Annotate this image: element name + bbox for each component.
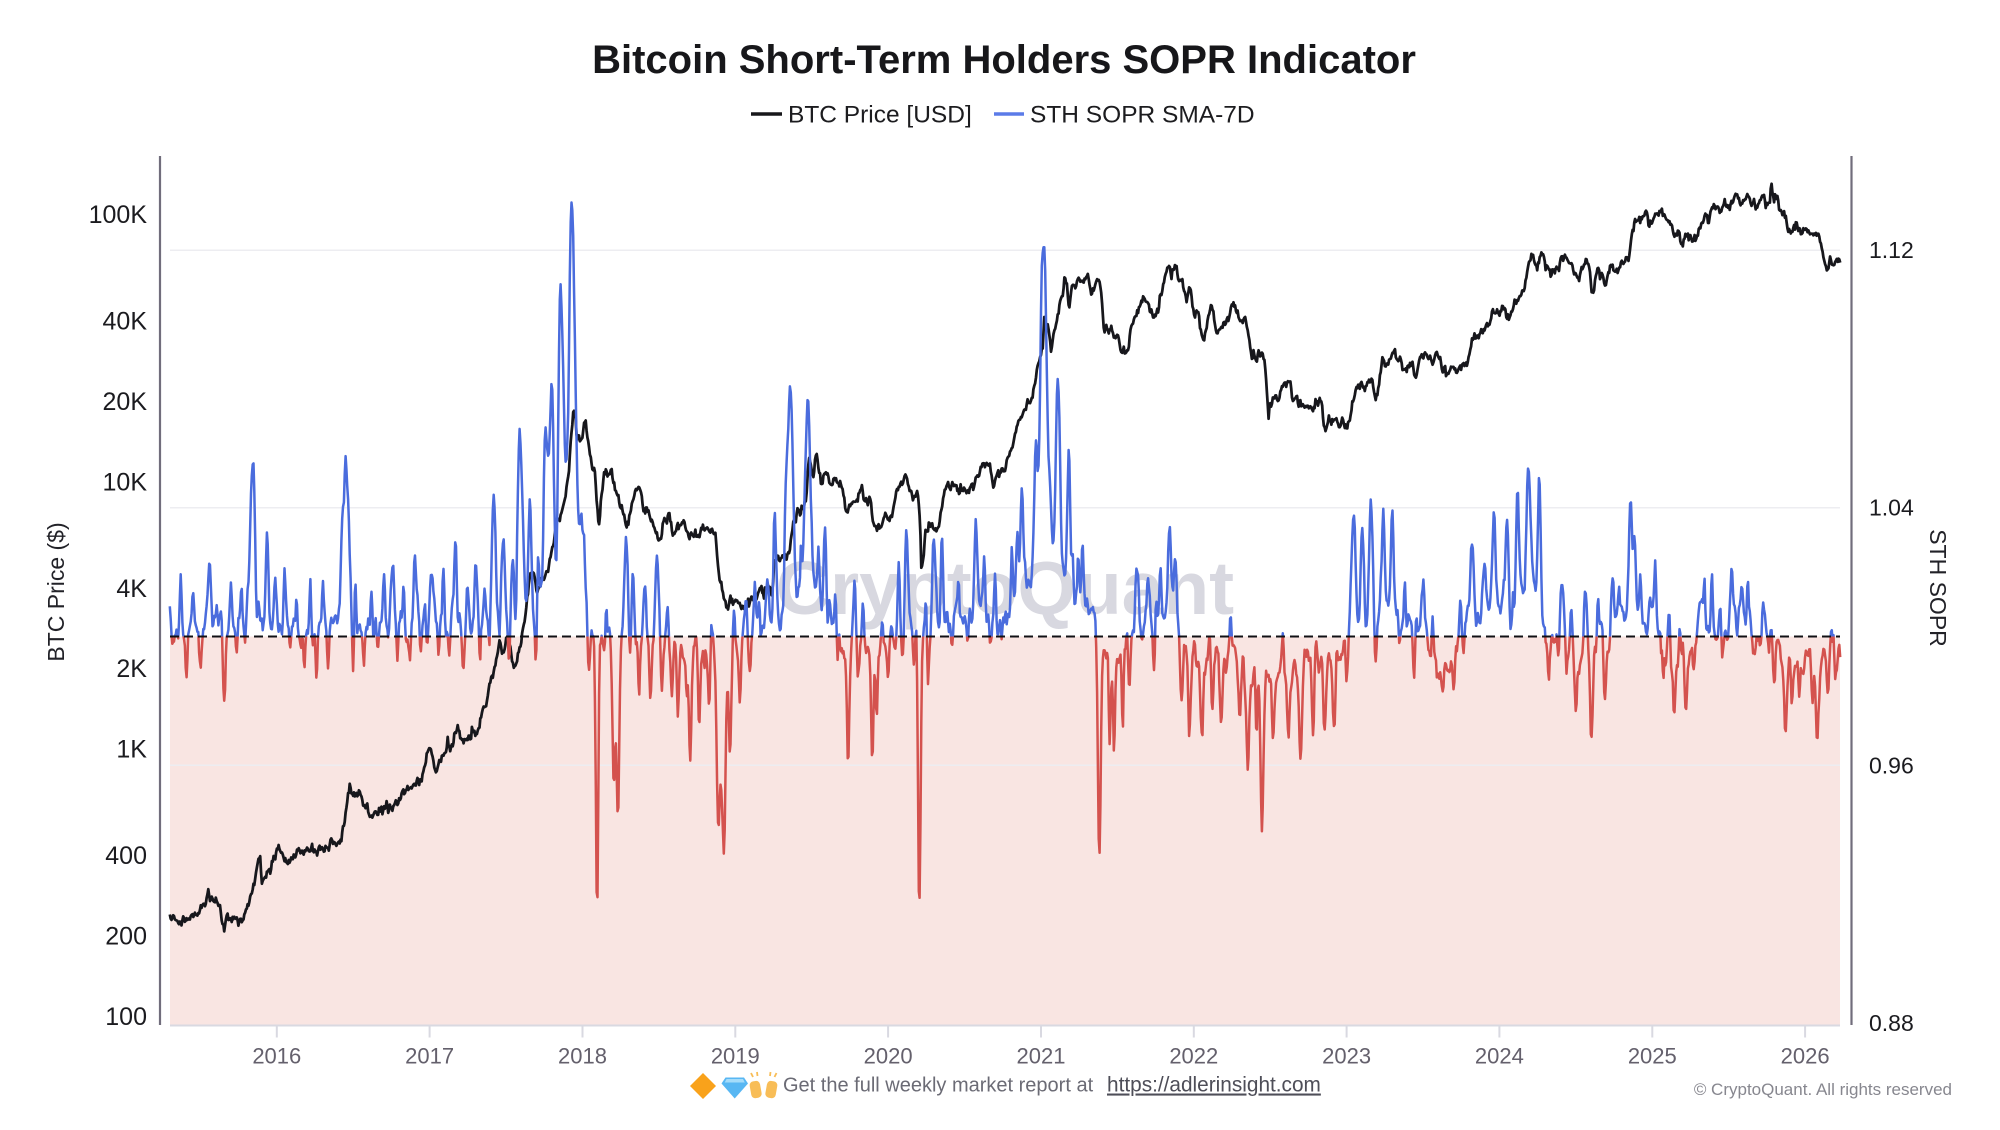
svg-text:100K: 100K [89, 201, 148, 229]
svg-text:© CryptoQuant. All rights rese: © CryptoQuant. All rights reserved [1694, 1080, 1952, 1099]
svg-text:Bitcoin Short-Term Holders SOP: Bitcoin Short-Term Holders SOPR Indicato… [592, 38, 1416, 82]
svg-text:40K: 40K [103, 308, 148, 336]
svg-text:2022: 2022 [1169, 1044, 1218, 1069]
svg-text:1K: 1K [116, 736, 147, 764]
svg-text:STH SOPR SMA-7D: STH SOPR SMA-7D [1030, 102, 1255, 129]
svg-text:1.12: 1.12 [1869, 237, 1914, 263]
svg-text:400: 400 [105, 842, 147, 870]
svg-text:BTC Price [USD]: BTC Price [USD] [788, 102, 972, 129]
svg-text:10K: 10K [103, 468, 148, 496]
svg-text:2K: 2K [116, 655, 147, 683]
svg-text:Get the full weekly market rep: Get the full weekly market report at [783, 1075, 1094, 1097]
svg-text:100: 100 [105, 1003, 147, 1031]
svg-text:0.96: 0.96 [1869, 752, 1914, 778]
svg-text:https://adlerinsight.com: https://adlerinsight.com [1107, 1074, 1321, 1097]
svg-text:2024: 2024 [1475, 1044, 1524, 1069]
svg-text:STH SOPR: STH SOPR [1925, 529, 1951, 647]
svg-text:20K: 20K [103, 388, 148, 416]
svg-text:2020: 2020 [864, 1044, 913, 1069]
svg-text:0.88: 0.88 [1869, 1010, 1914, 1036]
svg-text:2019: 2019 [711, 1044, 760, 1069]
svg-text:2025: 2025 [1628, 1044, 1677, 1069]
svg-text:2016: 2016 [252, 1044, 301, 1069]
svg-text:2021: 2021 [1017, 1044, 1066, 1069]
svg-text:2018: 2018 [558, 1044, 607, 1069]
svg-text:200: 200 [105, 923, 147, 951]
svg-text:BTC Price ($): BTC Price ($) [43, 522, 69, 661]
svg-text:4K: 4K [116, 575, 147, 603]
svg-text:2026: 2026 [1781, 1044, 1830, 1069]
svg-text:2017: 2017 [405, 1044, 454, 1069]
svg-text:1.04: 1.04 [1869, 495, 1914, 521]
svg-text:2023: 2023 [1322, 1044, 1371, 1069]
